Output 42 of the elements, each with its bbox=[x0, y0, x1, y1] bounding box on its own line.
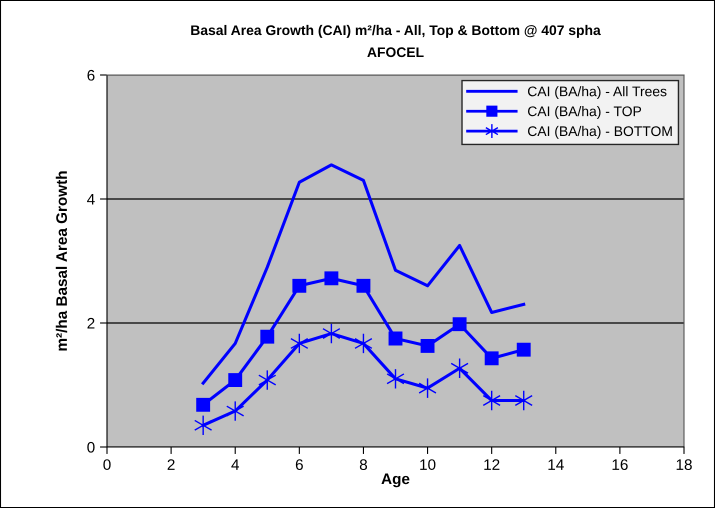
x-tick-label: 14 bbox=[548, 459, 564, 470]
point bbox=[228, 373, 242, 387]
point bbox=[290, 333, 308, 354]
point bbox=[322, 323, 341, 344]
point bbox=[194, 414, 212, 436]
point bbox=[484, 351, 499, 366]
legend-label: CAI (BA/ha) - All Trees bbox=[528, 86, 666, 100]
y-tick-label: 0 bbox=[87, 442, 95, 453]
x-tick-label: 6 bbox=[296, 459, 303, 470]
point bbox=[450, 358, 469, 379]
y-tick-label: 2 bbox=[87, 318, 94, 329]
x-tick-label: 16 bbox=[612, 459, 628, 470]
point bbox=[452, 317, 467, 332]
point bbox=[324, 271, 338, 286]
x-tick-label: 18 bbox=[676, 459, 692, 470]
y-axis-title: m²/ha Basal Area Growth bbox=[56, 171, 68, 351]
x-tick-label: 4 bbox=[231, 459, 240, 470]
line-series bbox=[202, 163, 526, 385]
x-tick-label: 0 bbox=[103, 459, 111, 470]
y-tick-label: 4 bbox=[87, 194, 95, 205]
point bbox=[356, 278, 370, 293]
point bbox=[258, 370, 276, 390]
legend-label: CAI (BA/ha) - BOTTOM bbox=[528, 126, 672, 139]
x-axis-title: Age bbox=[381, 474, 410, 488]
legend-label: CAI (BA/ha) - TOP bbox=[528, 106, 642, 119]
chart-subtitle: AFOCEL bbox=[367, 47, 424, 58]
point bbox=[226, 400, 244, 422]
point bbox=[260, 330, 274, 344]
point bbox=[482, 390, 501, 411]
point bbox=[292, 278, 306, 293]
x-tick-label: 12 bbox=[484, 459, 500, 470]
x-tick-label: 8 bbox=[360, 459, 368, 470]
point bbox=[196, 398, 210, 412]
y-tick-label: 6 bbox=[87, 70, 95, 81]
x-tick-label: 10 bbox=[420, 459, 436, 470]
point bbox=[516, 342, 531, 357]
point bbox=[388, 332, 402, 346]
chart-title: Basal Area Growth (CAI) m²/ha - All, Top & Bottom @ 407 spha bbox=[191, 24, 601, 38]
point bbox=[420, 338, 434, 353]
x-tick-label: 2 bbox=[168, 459, 175, 470]
point bbox=[418, 378, 437, 399]
point bbox=[514, 390, 533, 411]
